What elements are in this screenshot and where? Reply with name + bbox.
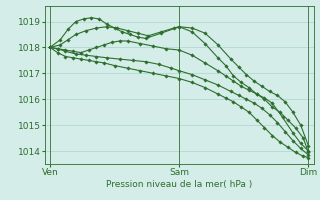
X-axis label: Pression niveau de la mer( hPa ): Pression niveau de la mer( hPa ) bbox=[106, 180, 252, 189]
